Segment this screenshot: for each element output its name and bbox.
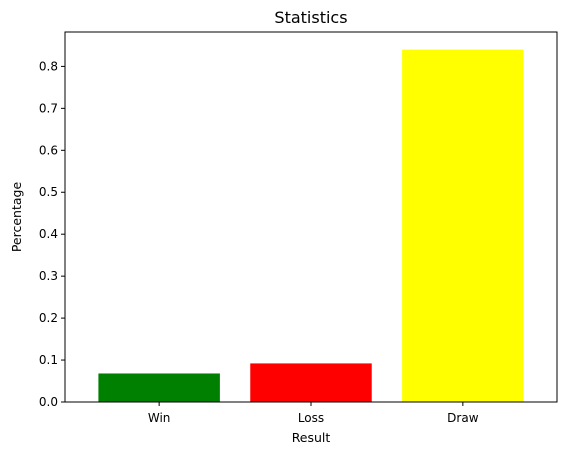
y-tick-label: 0.4: [39, 227, 58, 241]
x-axis-label: Result: [292, 430, 331, 445]
y-tick-label: 0.7: [39, 101, 58, 115]
bar-win: [98, 373, 220, 402]
y-tick-label: 0.3: [39, 269, 58, 283]
y-tick-label: 0.2: [39, 311, 58, 325]
bar-loss: [250, 363, 372, 402]
x-tick-label: Win: [148, 411, 171, 425]
y-axis-label: Percentage: [9, 182, 24, 253]
y-axis-ticks: 0.0 0.1 0.2 0.3 0.4 0.5 0.6 0.7 0.8: [39, 59, 65, 409]
y-tick-label: 0.1: [39, 353, 58, 367]
x-tick-label: Loss: [298, 411, 324, 425]
y-tick-label: 0.5: [39, 185, 58, 199]
x-axis-ticks: Win Loss Draw: [148, 402, 479, 425]
bar-draw: [402, 49, 524, 402]
bars-group: [98, 49, 524, 402]
y-tick-label: 0.6: [39, 143, 58, 157]
y-tick-label: 0.8: [39, 59, 58, 73]
x-tick-label: Draw: [447, 411, 479, 425]
y-tick-label: 0.0: [39, 395, 58, 409]
chart-title: Statistics: [274, 8, 347, 27]
